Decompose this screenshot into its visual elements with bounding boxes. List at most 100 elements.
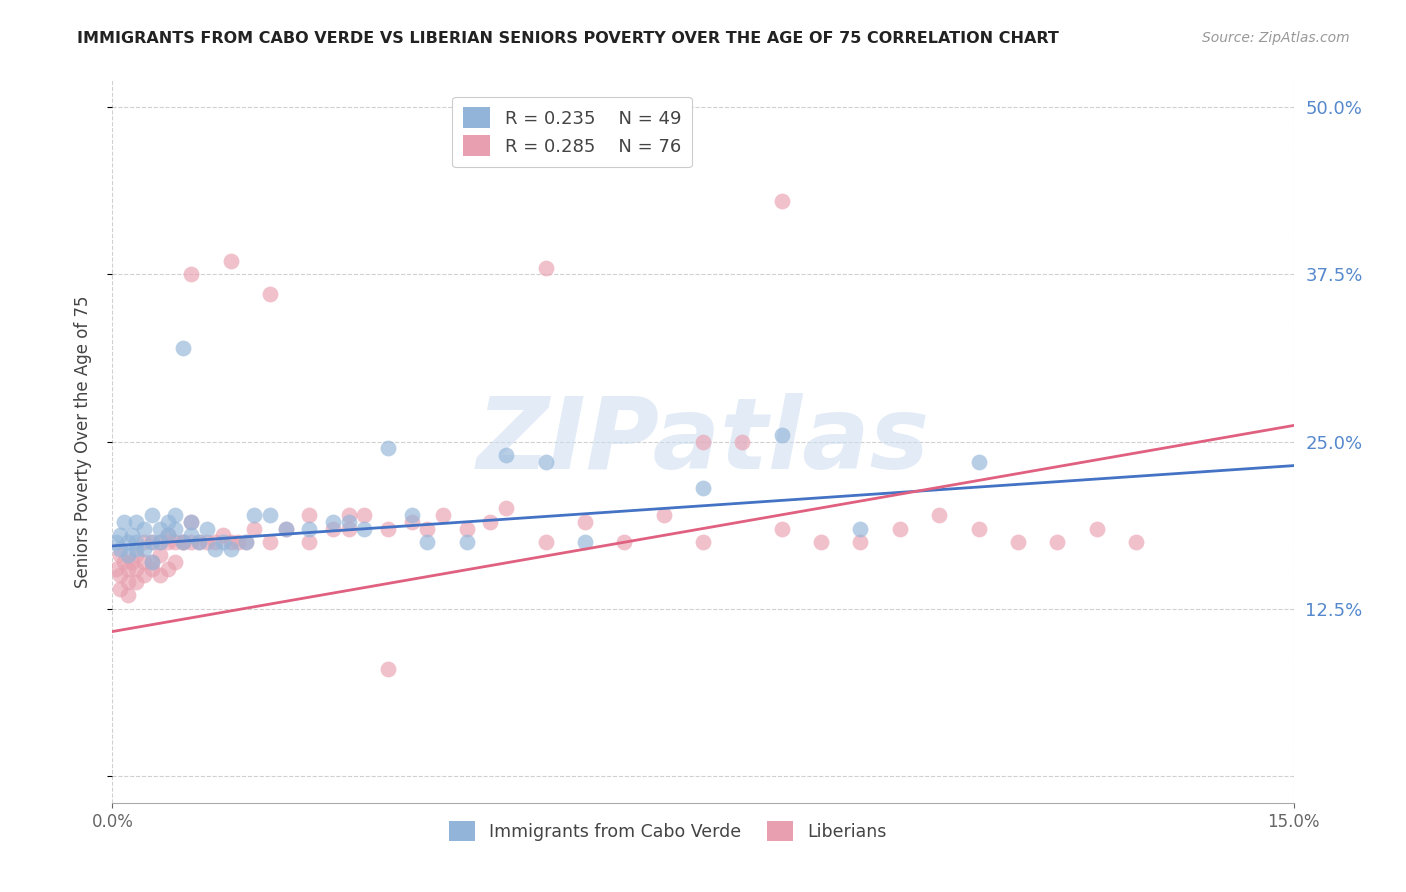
Point — [322, 521, 344, 535]
Point — [534, 455, 557, 469]
Point — [156, 562, 179, 576]
Point — [353, 521, 375, 535]
Point — [274, 521, 297, 535]
Point — [495, 448, 517, 462]
Point — [149, 535, 172, 549]
Point — [141, 535, 163, 549]
Point — [165, 535, 187, 549]
Point — [132, 555, 155, 569]
Point — [928, 508, 950, 523]
Point — [849, 521, 872, 535]
Point — [105, 535, 128, 549]
Point — [479, 515, 502, 529]
Point — [235, 535, 257, 549]
Point — [195, 535, 218, 549]
Point — [132, 521, 155, 535]
Point — [416, 521, 439, 535]
Point — [110, 582, 132, 596]
Point — [495, 501, 517, 516]
Point — [219, 254, 242, 268]
Point — [456, 521, 478, 535]
Point — [731, 434, 754, 449]
Point — [125, 535, 148, 549]
Point — [149, 568, 172, 582]
Point — [298, 535, 321, 549]
Point — [125, 562, 148, 576]
Point — [377, 521, 399, 535]
Point — [117, 589, 139, 603]
Y-axis label: Seniors Poverty Over the Age of 75: Seniors Poverty Over the Age of 75 — [73, 295, 91, 588]
Point — [117, 535, 139, 549]
Point — [172, 535, 194, 549]
Point — [180, 515, 202, 529]
Point — [132, 541, 155, 556]
Point — [125, 548, 148, 563]
Point — [149, 548, 172, 563]
Point — [172, 535, 194, 549]
Point — [337, 521, 360, 535]
Point — [219, 535, 242, 549]
Point — [889, 521, 911, 535]
Point — [534, 535, 557, 549]
Point — [1125, 535, 1147, 549]
Point — [337, 508, 360, 523]
Point — [259, 287, 281, 301]
Point — [105, 562, 128, 576]
Point — [235, 535, 257, 549]
Point — [259, 535, 281, 549]
Point — [156, 528, 179, 542]
Point — [132, 535, 155, 549]
Point — [1085, 521, 1108, 535]
Point — [195, 521, 218, 535]
Point — [121, 555, 143, 569]
Point — [401, 515, 423, 529]
Point — [692, 535, 714, 549]
Point — [117, 575, 139, 590]
Legend: Immigrants from Cabo Verde, Liberians: Immigrants from Cabo Verde, Liberians — [441, 814, 893, 848]
Point — [1046, 535, 1069, 549]
Point — [112, 555, 135, 569]
Point — [770, 428, 793, 442]
Point — [613, 535, 636, 549]
Point — [204, 535, 226, 549]
Point — [692, 434, 714, 449]
Point — [165, 508, 187, 523]
Point — [125, 515, 148, 529]
Point — [149, 521, 172, 535]
Point — [165, 521, 187, 535]
Point — [110, 568, 132, 582]
Point — [156, 535, 179, 549]
Point — [652, 508, 675, 523]
Point — [534, 260, 557, 275]
Point — [228, 535, 250, 549]
Point — [849, 535, 872, 549]
Point — [770, 194, 793, 208]
Text: Source: ZipAtlas.com: Source: ZipAtlas.com — [1202, 31, 1350, 45]
Point — [810, 535, 832, 549]
Point — [574, 535, 596, 549]
Point — [967, 521, 990, 535]
Point — [188, 535, 211, 549]
Point — [211, 535, 233, 549]
Point — [141, 508, 163, 523]
Point — [274, 521, 297, 535]
Point — [298, 508, 321, 523]
Point — [259, 508, 281, 523]
Point — [188, 535, 211, 549]
Point — [112, 515, 135, 529]
Point — [401, 508, 423, 523]
Point — [353, 508, 375, 523]
Point — [165, 555, 187, 569]
Point — [377, 662, 399, 676]
Point — [172, 341, 194, 355]
Point — [180, 268, 202, 282]
Point — [204, 541, 226, 556]
Point — [574, 515, 596, 529]
Point — [110, 541, 132, 556]
Point — [1007, 535, 1029, 549]
Point — [322, 515, 344, 529]
Point — [156, 528, 179, 542]
Point — [110, 548, 132, 563]
Point — [125, 575, 148, 590]
Point — [377, 442, 399, 455]
